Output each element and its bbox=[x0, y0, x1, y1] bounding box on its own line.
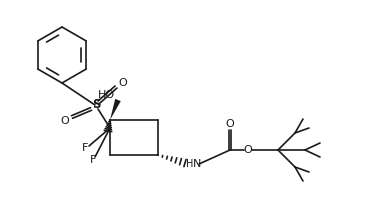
Polygon shape bbox=[110, 99, 121, 120]
Text: H: H bbox=[186, 159, 194, 169]
Text: O: O bbox=[243, 145, 252, 155]
Text: O: O bbox=[61, 116, 70, 126]
Text: O: O bbox=[119, 78, 127, 88]
Text: F: F bbox=[82, 143, 88, 153]
Text: HO: HO bbox=[97, 90, 115, 100]
Text: S: S bbox=[92, 98, 100, 112]
Text: O: O bbox=[226, 119, 234, 129]
Text: N: N bbox=[193, 159, 201, 169]
Text: F: F bbox=[90, 155, 96, 165]
